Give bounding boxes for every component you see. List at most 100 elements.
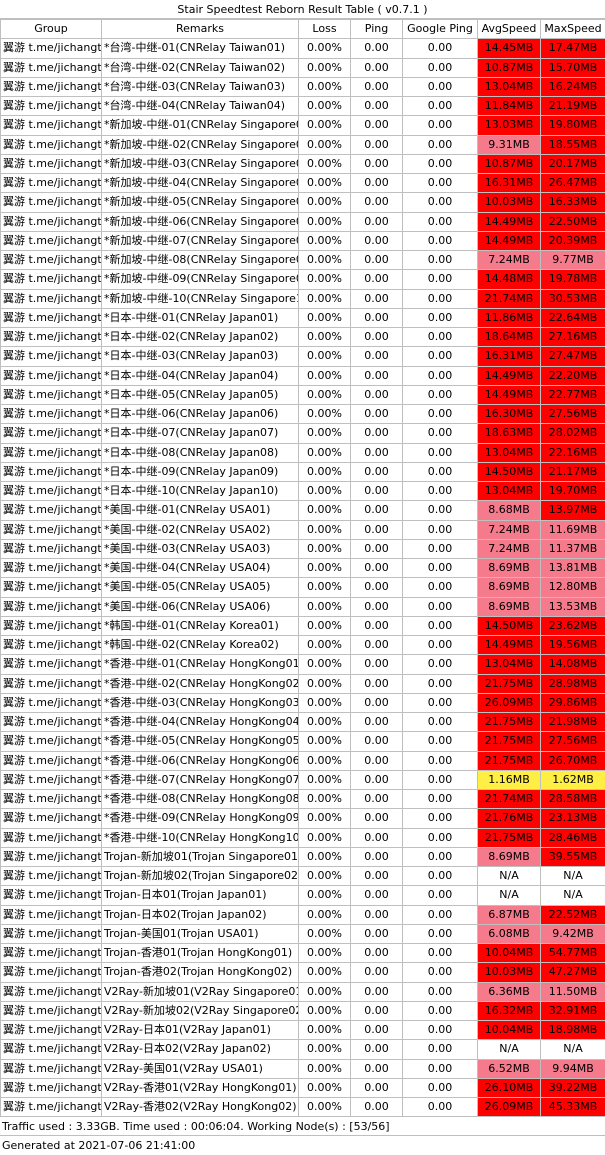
cell-loss: 0.00%	[299, 944, 351, 963]
table-row: 翼游 t.me/jichangtj*美国-中继-02(CNRelay USA02…	[1, 520, 605, 539]
cell-avg-speed: 6.36MB	[478, 982, 541, 1001]
cell-loss: 0.00%	[299, 1078, 351, 1097]
header-avg-speed: AvgSpeed	[478, 20, 541, 39]
cell-loss: 0.00%	[299, 597, 351, 616]
cell-loss: 0.00%	[299, 193, 351, 212]
cell-avg-speed: 8.69MB	[478, 578, 541, 597]
cell-google-ping: 0.00	[403, 520, 478, 539]
cell-google-ping: 0.00	[403, 212, 478, 231]
cell-ping: 0.00	[351, 713, 403, 732]
table-row: 翼游 t.me/jichangtj*新加坡-中继-05(CNRelay Sing…	[1, 193, 605, 212]
cell-remarks: *新加坡-中继-07(CNRelay Singapore07)	[102, 231, 299, 250]
cell-loss: 0.00%	[299, 231, 351, 250]
cell-max-speed: 47.27MB	[541, 963, 605, 982]
cell-max-speed: 22.64MB	[541, 308, 605, 327]
cell-max-speed: 20.17MB	[541, 154, 605, 173]
cell-ping: 0.00	[351, 693, 403, 712]
cell-remarks: *香港-中继-08(CNRelay HongKong08)	[102, 790, 299, 809]
cell-max-speed: 21.17MB	[541, 462, 605, 481]
cell-loss: 0.00%	[299, 809, 351, 828]
table-row: 翼游 t.me/jichangtj*美国-中继-03(CNRelay USA03…	[1, 539, 605, 558]
cell-avg-speed: 8.69MB	[478, 559, 541, 578]
cell-group: 翼游 t.me/jichangtj	[1, 135, 102, 154]
cell-max-speed: 27.56MB	[541, 732, 605, 751]
cell-ping: 0.00	[351, 539, 403, 558]
cell-group: 翼游 t.me/jichangtj	[1, 116, 102, 135]
cell-group: 翼游 t.me/jichangtj	[1, 366, 102, 385]
cell-group: 翼游 t.me/jichangtj	[1, 597, 102, 616]
cell-avg-speed: 13.04MB	[478, 482, 541, 501]
cell-avg-speed: 10.87MB	[478, 58, 541, 77]
cell-avg-speed: 14.48MB	[478, 270, 541, 289]
cell-loss: 0.00%	[299, 1040, 351, 1059]
cell-avg-speed: 14.49MB	[478, 636, 541, 655]
cell-remarks: *美国-中继-04(CNRelay USA04)	[102, 559, 299, 578]
table-row: 翼游 t.me/jichangtj*新加坡-中继-01(CNRelay Sing…	[1, 116, 605, 135]
cell-loss: 0.00%	[299, 520, 351, 539]
cell-loss: 0.00%	[299, 58, 351, 77]
cell-loss: 0.00%	[299, 982, 351, 1001]
cell-group: 翼游 t.me/jichangtj	[1, 405, 102, 424]
cell-ping: 0.00	[351, 347, 403, 366]
cell-avg-speed: 8.68MB	[478, 501, 541, 520]
cell-google-ping: 0.00	[403, 1098, 478, 1117]
cell-max-speed: 19.56MB	[541, 636, 605, 655]
cell-ping: 0.00	[351, 97, 403, 116]
cell-group: 翼游 t.me/jichangtj	[1, 212, 102, 231]
cell-google-ping: 0.00	[403, 154, 478, 173]
cell-avg-speed: 10.04MB	[478, 1021, 541, 1040]
cell-google-ping: 0.00	[403, 732, 478, 751]
cell-avg-speed: 13.03MB	[478, 116, 541, 135]
cell-avg-speed: 21.74MB	[478, 790, 541, 809]
cell-avg-speed: 7.24MB	[478, 539, 541, 558]
cell-loss: 0.00%	[299, 693, 351, 712]
cell-avg-speed: 10.87MB	[478, 154, 541, 173]
cell-max-speed: 13.81MB	[541, 559, 605, 578]
cell-group: 翼游 t.me/jichangtj	[1, 77, 102, 96]
cell-loss: 0.00%	[299, 751, 351, 770]
cell-google-ping: 0.00	[403, 1021, 478, 1040]
table-row: 翼游 t.me/jichangtj*台湾-中继-02(CNRelay Taiwa…	[1, 58, 605, 77]
cell-max-speed: 12.80MB	[541, 578, 605, 597]
traffic-summary: Traffic used : 3.33GB. Time used : 00:06…	[0, 1117, 605, 1136]
cell-remarks: *新加坡-中继-04(CNRelay Singapore04)	[102, 174, 299, 193]
cell-google-ping: 0.00	[403, 751, 478, 770]
cell-avg-speed: 14.50MB	[478, 462, 541, 481]
cell-loss: 0.00%	[299, 713, 351, 732]
cell-remarks: Trojan-香港02(Trojan HongKong02)	[102, 963, 299, 982]
cell-remarks: *美国-中继-05(CNRelay USA05)	[102, 578, 299, 597]
cell-remarks: *香港-中继-03(CNRelay HongKong03)	[102, 693, 299, 712]
cell-group: 翼游 t.me/jichangtj	[1, 193, 102, 212]
cell-remarks: V2Ray-新加坡01(V2Ray Singapore01)	[102, 982, 299, 1001]
cell-avg-speed: 21.75MB	[478, 674, 541, 693]
cell-ping: 0.00	[351, 424, 403, 443]
table-row: 翼游 t.me/jichangtj*日本-中继-02(CNRelay Japan…	[1, 328, 605, 347]
cell-remarks: *美国-中继-01(CNRelay USA01)	[102, 501, 299, 520]
cell-max-speed: 27.16MB	[541, 328, 605, 347]
cell-remarks: *台湾-中继-03(CNRelay Taiwan03)	[102, 77, 299, 96]
cell-ping: 0.00	[351, 58, 403, 77]
cell-max-speed: 13.97MB	[541, 501, 605, 520]
cell-ping: 0.00	[351, 174, 403, 193]
cell-max-speed: 13.53MB	[541, 597, 605, 616]
cell-max-speed: 1.62MB	[541, 770, 605, 789]
cell-google-ping: 0.00	[403, 578, 478, 597]
cell-remarks: *新加坡-中继-02(CNRelay Singapore02)	[102, 135, 299, 154]
cell-group: 翼游 t.me/jichangtj	[1, 905, 102, 924]
table-row: 翼游 t.me/jichangtj*日本-中继-07(CNRelay Japan…	[1, 424, 605, 443]
cell-max-speed: 9.42MB	[541, 924, 605, 943]
cell-avg-speed: 16.31MB	[478, 347, 541, 366]
cell-google-ping: 0.00	[403, 366, 478, 385]
cell-loss: 0.00%	[299, 770, 351, 789]
cell-group: 翼游 t.me/jichangtj	[1, 924, 102, 943]
cell-ping: 0.00	[351, 751, 403, 770]
table-row: 翼游 t.me/jichangtj*新加坡-中继-04(CNRelay Sing…	[1, 174, 605, 193]
table-row: 翼游 t.me/jichangtj*日本-中继-04(CNRelay Japan…	[1, 366, 605, 385]
cell-max-speed: 20.39MB	[541, 231, 605, 250]
cell-max-speed: 9.94MB	[541, 1059, 605, 1078]
cell-avg-speed: N/A	[478, 867, 541, 886]
cell-group: 翼游 t.me/jichangtj	[1, 1059, 102, 1078]
